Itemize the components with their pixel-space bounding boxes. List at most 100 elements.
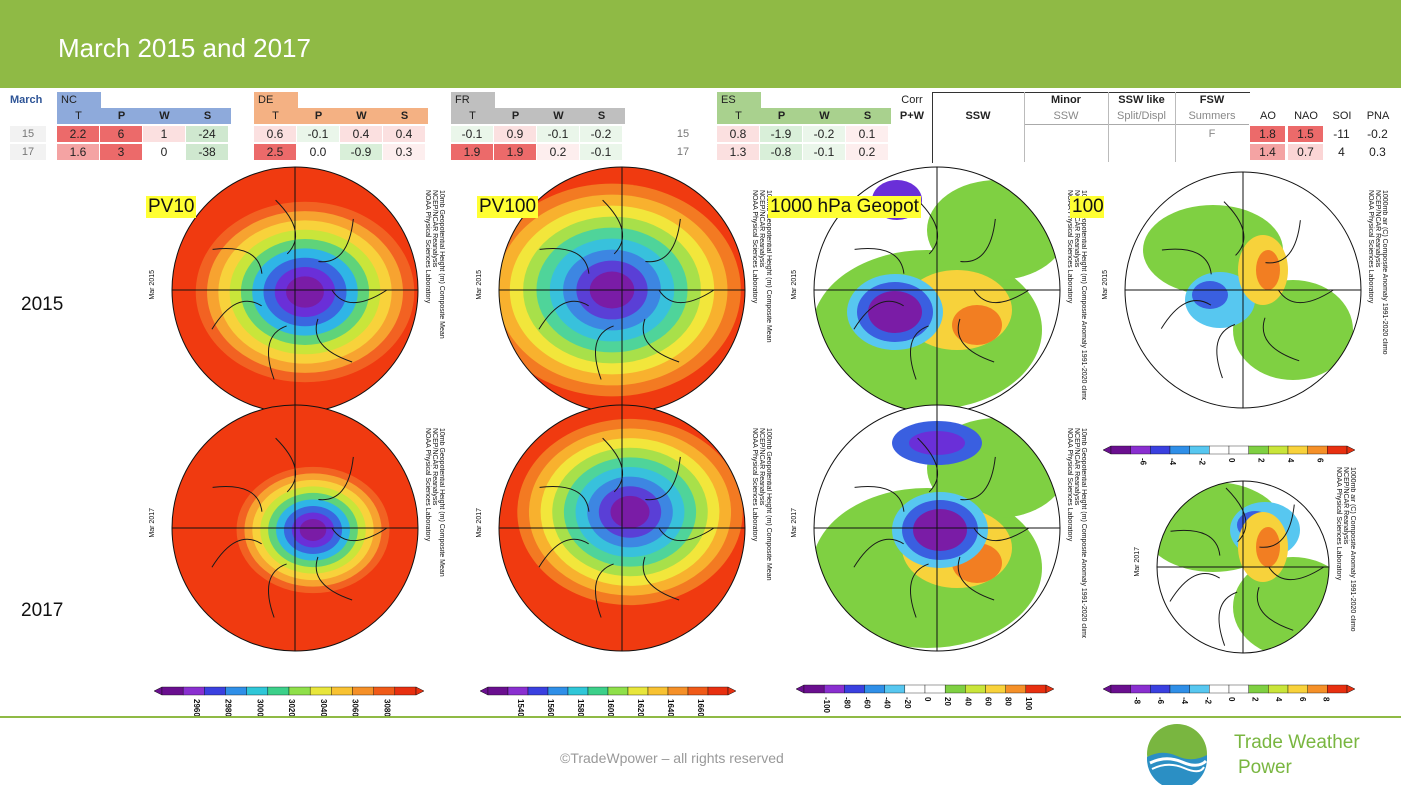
event-cell — [1175, 144, 1249, 160]
map-credit-text: NCEP/NCAR Reanalysis — [1374, 190, 1381, 268]
col-header-de-t: T — [272, 110, 279, 122]
colorbar-tick-label: 1600 — [606, 699, 615, 717]
event-cell — [1024, 126, 1108, 142]
year-label: 17 — [10, 144, 46, 160]
corr-label: Corr — [901, 94, 923, 106]
table-cell: 0.8 — [717, 126, 759, 142]
colorbar-tick-label: 60 — [984, 697, 993, 706]
map-title-label: 100mb Geopotential Height (m) Composite … — [751, 190, 772, 400]
map-date-label: Mar 2015 — [149, 270, 156, 300]
table-cell: -24 — [186, 126, 228, 142]
polar-map-air-2017 — [1156, 480, 1330, 654]
table-cell: 0.9 — [494, 126, 536, 142]
slide-title: March 2015 and 2017 — [58, 33, 311, 63]
index-header-nao: NAO — [1294, 110, 1318, 122]
brand-line-1: Trade Weather — [1234, 732, 1360, 753]
colorbar-tick-label: 20 — [943, 697, 952, 706]
colorbar-tick-label: 0 — [1227, 458, 1236, 463]
event-header: FSW — [1199, 94, 1225, 106]
event-cell — [1108, 144, 1175, 160]
map-credit-text: NCEP/NCAR Reanalysis — [1342, 467, 1349, 545]
event-cell — [932, 126, 1024, 142]
map-date-label: Mar 2015 — [1102, 270, 1109, 300]
table-cell: 0.4 — [340, 126, 382, 142]
colorbar-tick-label: 1620 — [636, 699, 645, 717]
map-title-label: 10mb Geopotential Height (m) Composite A… — [1066, 190, 1087, 400]
region-fr-header: FR — [451, 92, 495, 108]
colorbar-tick-label: 1640 — [666, 699, 675, 717]
index-cell: 1.5 — [1288, 126, 1323, 142]
index-cell: 4 — [1338, 145, 1345, 159]
index-header-pna: PNA — [1366, 110, 1390, 122]
colorbar-tick-label: 3040 — [319, 699, 328, 717]
table-month-label: March — [10, 94, 43, 106]
event-subheader: Split/Displ — [1108, 108, 1175, 125]
polar-map-pv100-2015 — [498, 166, 746, 414]
colorbar-tick-label: 1660 — [696, 699, 705, 717]
map-credit-text: NCEP/NCAR Reanalysis — [758, 428, 765, 506]
table-cell: 0.2 — [537, 144, 579, 160]
colorbar-tick-label: 3020 — [287, 699, 296, 717]
map-date-label: Mar 2017 — [476, 508, 483, 538]
col-header-nc-w: W — [159, 110, 170, 122]
map-label-pv10: PV10 — [146, 196, 197, 218]
table-cell: -0.2 — [580, 126, 622, 142]
colorbar-tick-label: -100 — [822, 697, 831, 714]
event-cell — [1024, 144, 1108, 160]
colorbar-tick-label: -4 — [1180, 697, 1189, 705]
table-cell: 2.5 — [254, 144, 296, 160]
polar-map-pv10-2017 — [171, 404, 419, 652]
table-cell: -0.1 — [537, 126, 579, 142]
colorbar-tick-label: 1540 — [516, 699, 525, 717]
region-es-header: ES — [717, 92, 761, 108]
map-date-label: Mar 2017 — [1134, 547, 1141, 577]
table-cell: 0.6 — [254, 126, 296, 142]
polar-map-air-2015 — [1124, 171, 1362, 409]
colorbar-pv10: 2960 2980 3000 3020 3040 3060 3080 — [154, 686, 425, 717]
colorbar-tick-label: 3000 — [255, 699, 264, 717]
map-credit-text: NCEP/NCAR Reanalysis — [758, 190, 765, 268]
table-cell: -0.8 — [760, 144, 802, 160]
region-fr-band — [451, 108, 625, 124]
region-nc-header: NC — [57, 92, 101, 108]
map-label-extra: 100 — [1070, 196, 1104, 218]
map-lab-text: NOAA Physical Sciences Laboratory — [1367, 190, 1374, 304]
map-title-label: 1000mb air (C) Composite Anomaly 1991-20… — [1367, 190, 1388, 400]
index-header-soi: SOI — [1332, 110, 1352, 122]
map-lab-text: NOAA Physical Sciences Laboratory — [1066, 190, 1073, 304]
map-lab-text: NOAA Physical Sciences Laboratory — [424, 190, 431, 304]
col-header-fr-p: P — [511, 110, 520, 122]
col-header-nc-t: T — [75, 110, 82, 122]
colorbar-tick-label: -4 — [1168, 458, 1177, 466]
colorbar-tick-label: 2 — [1251, 697, 1260, 702]
table-cell: -0.1 — [451, 126, 493, 142]
table-cell: -0.9 — [340, 144, 382, 160]
colorbar-tick-label: -40 — [883, 697, 892, 709]
table-cell: 0.1 — [846, 126, 888, 142]
table-cell: -0.1 — [803, 144, 845, 160]
colorbar-tick-label: 2 — [1257, 458, 1266, 463]
title-banner — [0, 0, 1401, 88]
index-cell: -11 — [1333, 127, 1350, 141]
colorbar-tick-label: 4 — [1286, 458, 1295, 463]
event-header: SSW like — [1118, 94, 1165, 106]
footer-divider — [0, 716, 1401, 718]
event-header: Minor — [1051, 94, 1081, 106]
index-cell: 1.8 — [1250, 126, 1285, 142]
colorbar-pv100: 1540 1560 1580 1600 1620 1640 1660 — [480, 686, 737, 717]
event-divider — [1175, 92, 1176, 162]
row-label-2017: 2017 — [21, 600, 64, 621]
map-lab-text: NOAA Physical Sciences Laboratory — [1066, 428, 1073, 542]
colorbar-air-bottom: -8 -6 -4 -2 0 2 4 6 8 — [1103, 684, 1356, 705]
colorbar-tick-label: -6 — [1156, 697, 1165, 705]
map-lab-text: NOAA Physical Sciences Laboratory — [751, 428, 758, 542]
map-title-text: 10mb Geopotential Height (m) Composite A… — [1080, 428, 1087, 638]
map-label-pv100: PV100 — [477, 196, 539, 218]
table-cell: 2.2 — [57, 126, 99, 142]
colorbar-tick-label: 0 — [1227, 697, 1236, 702]
index-cell: -0.2 — [1367, 127, 1388, 141]
colorbar-tick-label: 0 — [923, 697, 932, 702]
map-title-label: 100mb Geopotential Height (m) Composite … — [751, 428, 772, 638]
map-credit-text: NCEP/NCAR Reanalysis — [431, 428, 438, 506]
table-cell: 1.3 — [717, 144, 759, 160]
